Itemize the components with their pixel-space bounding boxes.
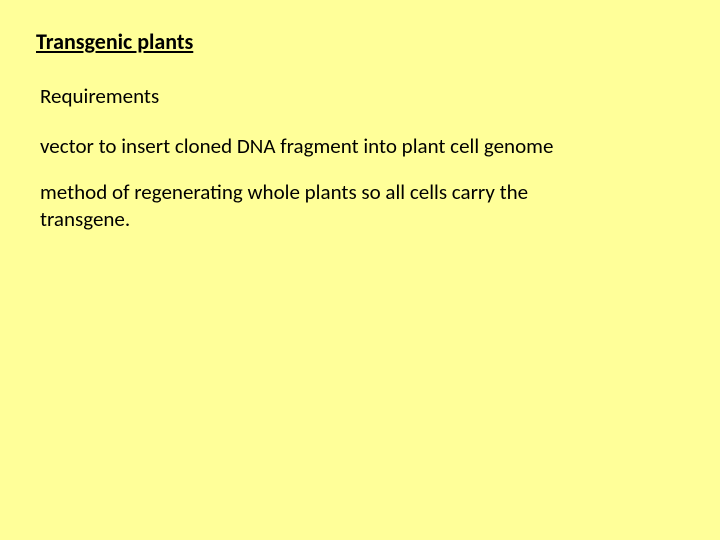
body-paragraph-1: vector to insert cloned DNA fragment int…: [40, 133, 580, 159]
slide-container: Transgenic plants Requirements vector to…: [0, 0, 720, 540]
slide-title: Transgenic plants: [36, 28, 680, 55]
slide-subtitle: Requirements: [40, 83, 680, 109]
body-paragraph-2: method of regenerating whole plants so a…: [40, 179, 580, 232]
